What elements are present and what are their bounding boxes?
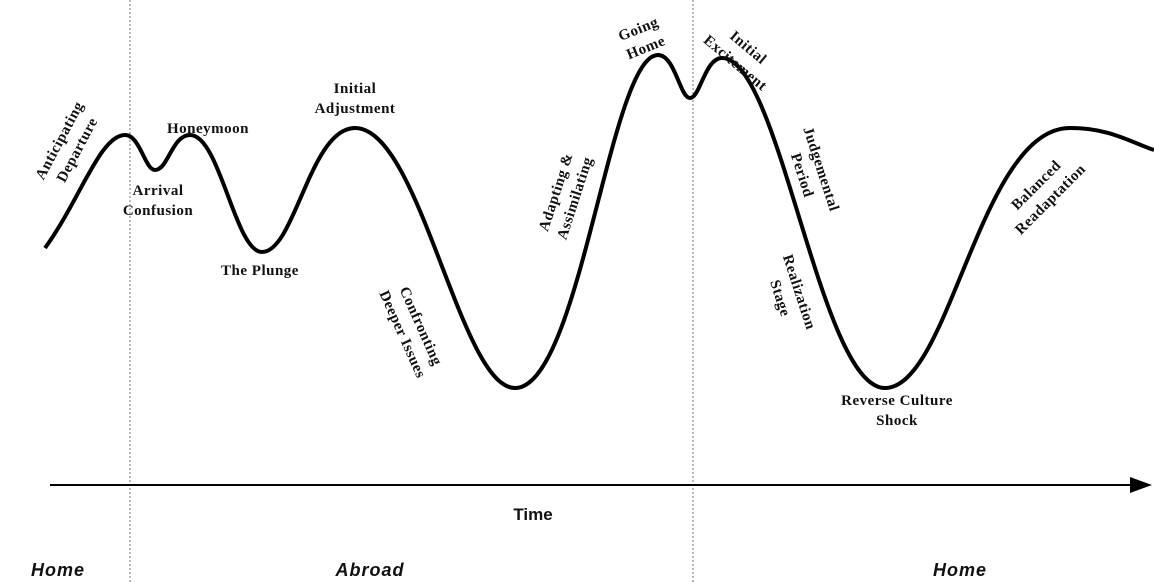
stage-label: BalancedReadaptation: [998, 147, 1089, 238]
stage-label: Adapting &Assimilating: [536, 149, 597, 242]
phase-label: Home: [933, 560, 987, 580]
axis-label: Time: [513, 505, 552, 524]
stage-label: RealizationStage: [760, 253, 818, 338]
stage-label: InitialExcitement: [700, 17, 782, 94]
adjustment-curve: [43, 52, 1154, 391]
stage-label-line: Adjustment: [315, 101, 396, 117]
stage-label: Arrival Confusion: [123, 183, 194, 219]
stage-label: Reverse Culture Shock: [841, 393, 953, 429]
stage-label: JudgementalPeriod: [780, 125, 841, 220]
stage-label-line: Confusion: [123, 203, 194, 219]
stage-label: Initial Adjustment: [315, 81, 396, 117]
stage-label-line: Shock: [876, 413, 918, 429]
axis-arrow: [1130, 477, 1152, 493]
stage-label-line: The Plunge: [221, 263, 299, 279]
stage-label: The Plunge: [221, 263, 299, 279]
stage-label: Honeymoon: [167, 121, 249, 137]
phase-label: Abroad: [335, 560, 405, 580]
phase-label: Home: [31, 560, 85, 580]
stage-label-line: Honeymoon: [167, 121, 249, 137]
stage-label-line: Arrival: [133, 183, 184, 199]
stage-label: ConfrontingDeeper Issues: [375, 280, 446, 381]
stage-label-line: Initial: [334, 81, 377, 97]
stage-label: AnticipatingDeparture: [33, 99, 105, 192]
stage-label-line: Reverse Culture: [841, 393, 953, 409]
